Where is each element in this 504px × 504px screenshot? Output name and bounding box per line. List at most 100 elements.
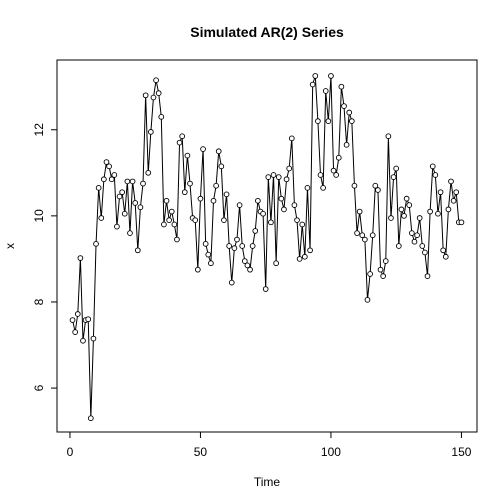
y-tick-label: 10: [32, 209, 46, 223]
point: [202, 240, 209, 247]
point: [403, 195, 410, 202]
point: [247, 266, 253, 273]
point: [343, 141, 350, 148]
point: [294, 217, 300, 224]
point: [129, 178, 136, 185]
point: [213, 182, 219, 189]
point: [448, 178, 454, 185]
point: [390, 174, 397, 180]
point: [179, 133, 186, 140]
point: [111, 172, 118, 178]
point: [419, 243, 426, 249]
point: [262, 286, 269, 292]
point: [215, 148, 222, 155]
point: [437, 189, 444, 196]
point: [85, 316, 92, 323]
point: [205, 251, 212, 258]
x-tick-label: 0: [67, 445, 74, 459]
point: [453, 189, 460, 196]
point: [90, 335, 97, 342]
point: [255, 197, 261, 204]
point: [348, 118, 355, 124]
point: [309, 81, 316, 88]
point: [221, 217, 227, 224]
point: [442, 253, 449, 260]
point: [283, 176, 290, 183]
point: [299, 221, 306, 228]
point: [208, 260, 214, 267]
point: [265, 174, 272, 180]
point: [388, 215, 394, 221]
point: [429, 163, 436, 170]
point: [450, 197, 457, 204]
y-axis-label: x: [3, 243, 17, 249]
point: [108, 176, 115, 183]
series-line: [72, 75, 462, 419]
point: [307, 247, 313, 254]
point: [338, 83, 345, 90]
point: [194, 266, 201, 273]
point: [458, 219, 465, 226]
point: [148, 129, 154, 135]
point: [278, 195, 285, 202]
point: [409, 230, 415, 236]
point: [273, 260, 279, 267]
point: [320, 185, 326, 191]
point: [158, 113, 165, 120]
point: [356, 208, 363, 215]
point: [406, 202, 413, 208]
point: [145, 169, 152, 176]
point: [244, 262, 251, 269]
point: [385, 133, 392, 140]
y-tick-label: 6: [32, 384, 46, 391]
point: [116, 193, 123, 200]
point: [181, 189, 188, 196]
point: [330, 167, 337, 174]
y-tick-label: 8: [32, 298, 46, 305]
point: [416, 215, 423, 221]
point: [163, 197, 170, 204]
point: [166, 217, 172, 224]
chart-title: Simulated AR(2) Series: [190, 24, 344, 40]
point: [192, 217, 199, 224]
point: [140, 180, 146, 187]
point: [249, 243, 256, 249]
point: [155, 90, 162, 97]
point: [197, 195, 204, 202]
point: [74, 311, 81, 317]
point: [161, 221, 167, 228]
point: [210, 197, 217, 204]
point: [132, 200, 139, 206]
point: [325, 118, 332, 124]
point: [93, 240, 99, 247]
point: [95, 185, 102, 191]
point: [411, 238, 418, 245]
point: [106, 163, 112, 170]
point: [150, 94, 157, 101]
point: [134, 247, 141, 254]
point: [432, 172, 439, 178]
point: [69, 317, 76, 323]
point: [80, 337, 86, 344]
x-tick-label: 50: [194, 445, 208, 459]
point: [124, 178, 131, 185]
point: [382, 258, 389, 264]
point: [77, 255, 84, 261]
point: [142, 92, 149, 99]
point: [223, 191, 230, 198]
point: [87, 415, 94, 422]
point: [176, 139, 183, 146]
point: [427, 208, 433, 215]
point: [228, 279, 235, 286]
point: [241, 258, 248, 264]
point: [119, 189, 125, 196]
point: [333, 172, 340, 178]
point: [401, 213, 407, 219]
point: [304, 185, 311, 191]
point: [296, 256, 303, 262]
point: [367, 271, 373, 277]
point: [393, 165, 400, 172]
point: [281, 206, 287, 213]
point: [174, 236, 180, 243]
